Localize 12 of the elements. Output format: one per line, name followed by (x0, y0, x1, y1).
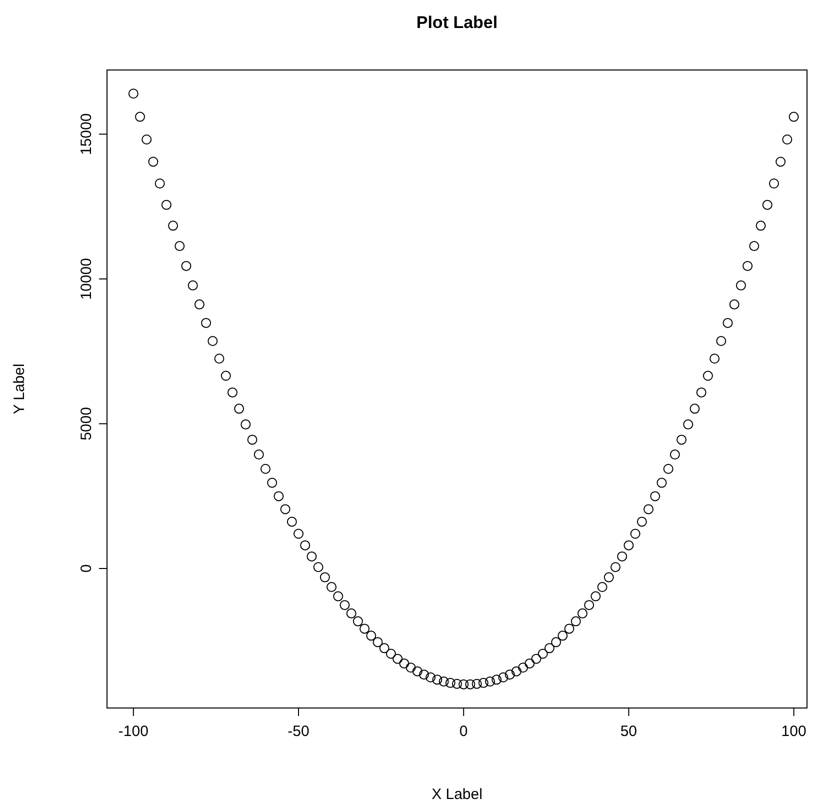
y-tick-label: 0 (78, 564, 95, 573)
x-tick-label: -100 (118, 723, 148, 740)
y-tick-label: 5000 (78, 407, 95, 440)
x-axis-title: X Label (432, 786, 482, 803)
y-tick-label: 15000 (78, 113, 95, 156)
x-tick-label: 0 (459, 723, 468, 740)
chart-title: Plot Label (416, 13, 498, 32)
y-tick-label: 10000 (78, 258, 95, 300)
y-axis-title: Y Label (11, 364, 28, 414)
x-tick-label: 50 (620, 723, 638, 740)
x-tick-label: 100 (781, 723, 806, 740)
x-tick-label: -50 (288, 723, 310, 740)
